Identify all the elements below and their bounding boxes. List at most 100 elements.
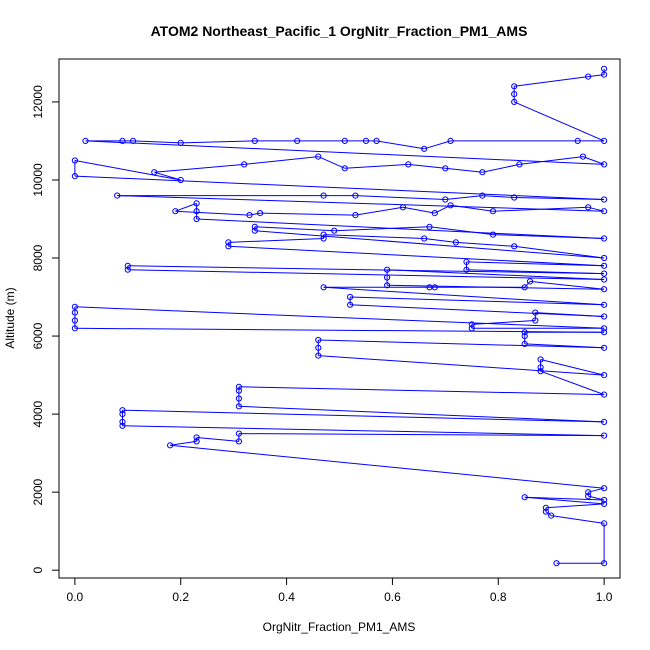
data-point [71,309,79,316]
series-segment [445,167,483,173]
data-point [585,73,592,80]
data-point [601,329,608,336]
series-segment [424,238,456,243]
data-point [315,336,322,344]
series-layer [71,65,608,567]
data-point [601,71,608,78]
data-point [601,208,608,215]
data-point [320,284,327,291]
data-point [585,489,592,496]
data-point [468,321,475,328]
data-point [71,325,79,332]
series-segment [74,160,181,181]
series-segment [254,226,335,232]
series-segment [260,212,356,216]
series-segment [196,437,239,442]
data-point [537,364,544,371]
data-point [601,235,608,242]
data-point [601,372,608,379]
series-segment [445,195,483,200]
data-point [347,293,354,301]
data-point [511,194,518,201]
data-point [193,208,200,215]
data-point [193,438,200,445]
data-point [489,208,497,215]
data-point [601,270,608,277]
x-axis: 0.0 0.2 0.4 0.6 0.8 1.0 [67,577,613,604]
data-point [601,286,608,293]
data-point [352,192,359,199]
series-segment [551,515,605,524]
series-segment [244,156,319,165]
data-point [537,356,544,363]
series-segment [228,238,324,243]
data-point [542,504,550,511]
x-tick-label: 0.4 [278,590,295,604]
x-tick-label: 0.6 [384,590,401,604]
data-point [601,520,608,527]
series-segment [519,156,584,165]
chart-title: ATOM2 Northeast_Pacific_1 OrgNitr_Fracti… [151,23,528,39]
data-point [119,411,126,418]
data-point [526,278,534,285]
series-segment [344,163,409,169]
data-point [521,333,528,340]
data-point [601,344,608,351]
data-point [511,98,518,106]
data-point [548,512,555,519]
series-segment [249,212,261,216]
series-segment [387,284,605,290]
series-segment [238,433,605,437]
series-segment [238,386,605,396]
data-point [521,494,528,501]
series-segment [254,230,605,259]
data-point [241,161,248,168]
data-point [426,223,433,230]
series-segment [133,140,181,144]
data-point [511,243,518,250]
data-point [124,262,131,269]
data-point [521,329,528,336]
data-point [71,303,79,310]
data-point [71,317,79,324]
data-point [193,434,200,441]
data-point [511,91,518,98]
data-point [119,407,126,414]
data-point [532,317,539,324]
data-point [341,137,348,144]
data-point [124,266,131,273]
data-point [235,395,242,402]
data-point [463,266,470,273]
x-tick-label: 0.8 [490,590,507,604]
data-point [251,223,258,230]
series-segment [387,269,605,280]
data-point [431,284,438,291]
data-point [601,276,608,283]
data-point [601,418,608,425]
series-segment [318,156,346,169]
series-segment [540,359,605,376]
data-point [257,210,264,217]
data-point [320,235,327,242]
series-segment [455,241,515,247]
y-tick-label: 0 [31,567,45,574]
series-segment [482,163,520,173]
series-segment [540,370,605,396]
data-point [399,204,407,211]
series-segment [402,206,435,214]
series-segment [355,195,446,200]
data-point [579,153,587,160]
series-segment [74,306,605,329]
data-point [362,137,370,144]
data-point [225,243,232,250]
data-point [119,422,126,429]
data-point [251,227,258,234]
data-point [130,137,137,144]
series-segment [196,218,605,239]
data-point [225,239,232,246]
y-tick-label: 4000 [31,400,45,427]
data-point [71,173,79,180]
data-point [294,137,301,144]
y-tick-label: 10000 [31,163,45,197]
